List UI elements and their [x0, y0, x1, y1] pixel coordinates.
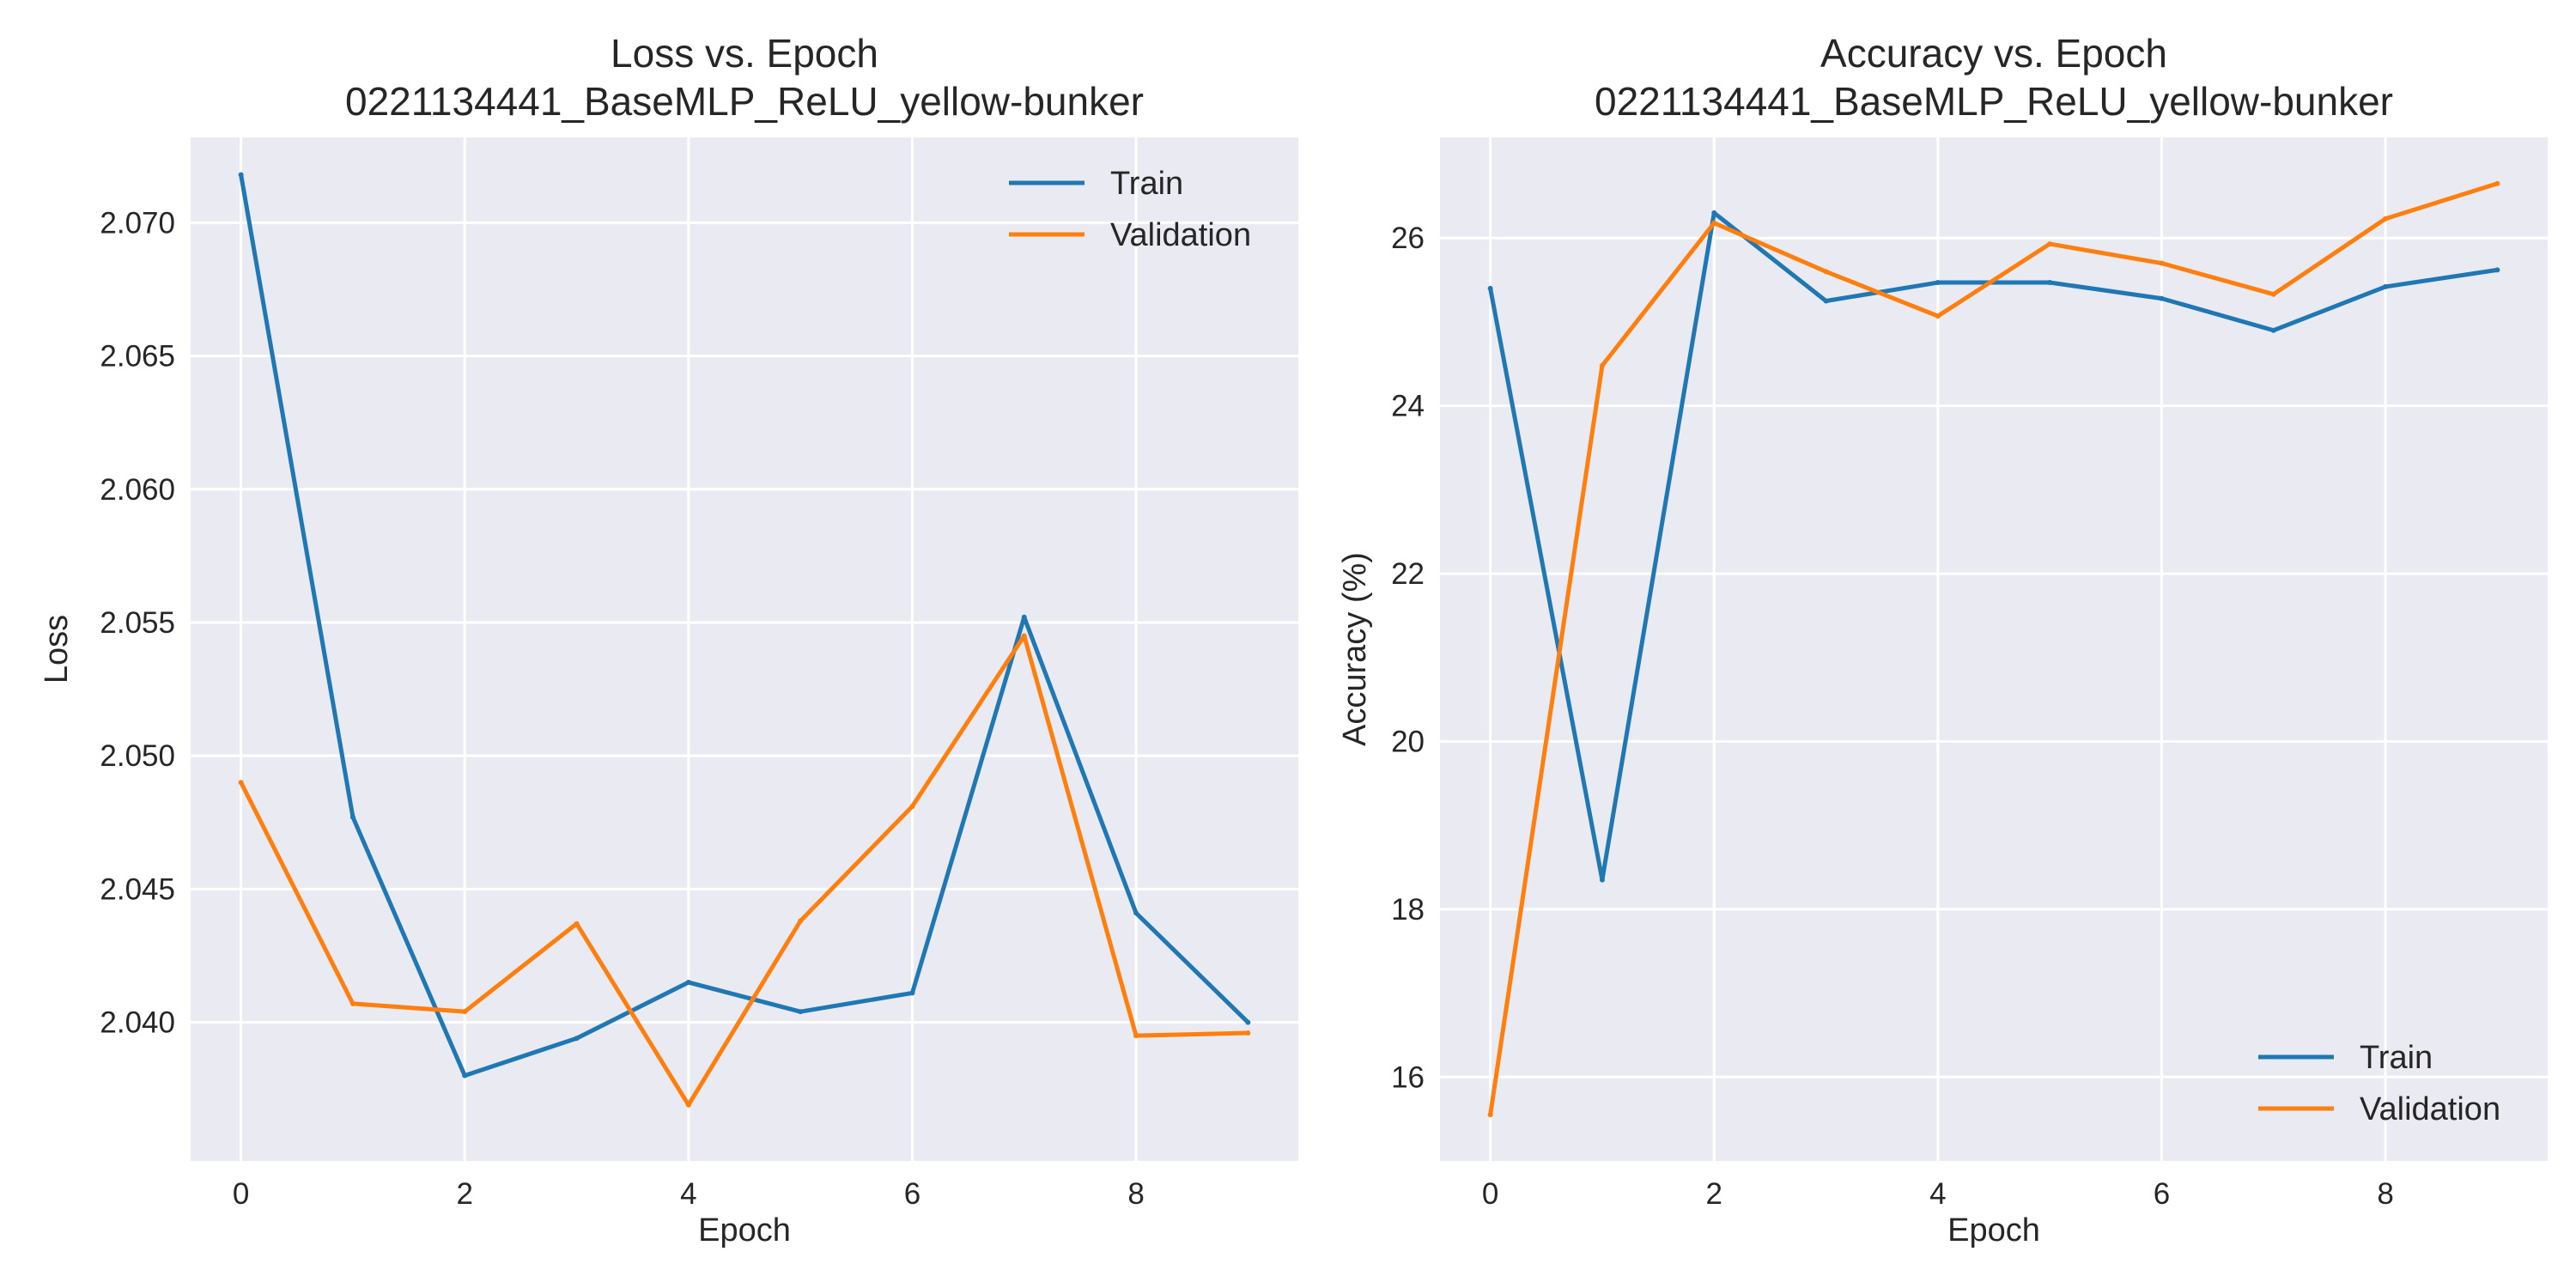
accuracy-x-tick-label: 0	[1482, 1177, 1498, 1211]
accuracy-validation-data-point	[1487, 1112, 1493, 1118]
accuracy-plot-area	[1440, 137, 2548, 1161]
loss-train-data-point	[909, 990, 915, 996]
accuracy-x-tick-label: 8	[2377, 1177, 2393, 1211]
accuracy-validation-data-point	[1823, 269, 1829, 275]
loss-legend-train-label: Train	[1110, 166, 1183, 202]
loss-train-data-point	[238, 172, 244, 178]
loss-x-tick-label: 4	[680, 1177, 696, 1211]
accuracy-legend-validation-label: Validation	[2360, 1091, 2500, 1127]
accuracy-train-data-point	[1599, 877, 1605, 883]
accuracy-train-data-point	[2270, 327, 2276, 333]
accuracy-x-tick-label: 4	[1929, 1177, 1946, 1211]
accuracy-y-axis-label: Accuracy (%)	[1337, 552, 1373, 746]
loss-validation-data-point	[238, 780, 244, 786]
accuracy-train-data-point	[2159, 295, 2165, 301]
accuracy-validation-data-point	[2494, 180, 2500, 186]
loss-x-tick-label: 6	[904, 1177, 920, 1211]
loss-train-data-point	[1021, 614, 1027, 620]
loss-chart: 0 2 4 6 8 2.040 2.045 2.050 2.055 2.060 2.065 2.070…	[39, 31, 1298, 1249]
accuracy-x-axis-label: Epoch	[1947, 1212, 2040, 1249]
accuracy-validation-data-point	[2383, 216, 2389, 222]
loss-y-tick-label: 2.045	[100, 872, 175, 906]
loss-chart-title: Loss vs. Epoch	[611, 31, 878, 76]
accuracy-validation-data-point	[1599, 362, 1605, 368]
loss-validation-data-point	[574, 920, 580, 927]
accuracy-x-tick-label: 2	[1706, 1177, 1722, 1211]
accuracy-y-tick-label: 16	[1391, 1060, 1425, 1094]
accuracy-train-data-point	[1487, 285, 1493, 291]
accuracy-chart-title: Accuracy vs. Epoch	[1820, 31, 2167, 76]
loss-validation-data-point	[909, 804, 915, 810]
loss-x-tick-label: 0	[233, 1177, 249, 1211]
accuracy-train-data-point	[1935, 280, 1941, 286]
accuracy-train-data-point	[2047, 280, 2053, 286]
accuracy-legend-train-label: Train	[2360, 1040, 2433, 1076]
accuracy-y-tick-label: 20	[1391, 725, 1425, 758]
loss-x-axis-label: Epoch	[698, 1212, 791, 1249]
accuracy-validation-series-line	[1488, 181, 2500, 1117]
accuracy-train-data-point	[2383, 283, 2389, 289]
accuracy-train-data-point	[2494, 267, 2500, 273]
accuracy-chart-subtitle: 0221134441_BaseMLP_ReLU_yellow-bunker	[1595, 79, 2393, 124]
loss-y-tick-label: 2.055	[100, 606, 175, 640]
accuracy-train-data-point	[1711, 210, 1717, 216]
accuracy-y-tick-label: 24	[1391, 390, 1425, 423]
loss-train-data-point	[462, 1072, 468, 1078]
loss-validation-data-point	[1245, 1030, 1251, 1036]
loss-validation-data-point	[798, 918, 804, 924]
loss-legend-validation-label: Validation	[1110, 217, 1251, 253]
accuracy-y-tick-label: 18	[1391, 893, 1425, 927]
loss-plot-area	[191, 137, 1298, 1161]
loss-y-axis-label: Loss	[39, 615, 75, 683]
accuracy-y-tick-label: 26	[1391, 222, 1425, 255]
loss-y-tick-label: 2.070	[100, 206, 175, 240]
loss-train-data-point	[798, 1009, 804, 1015]
loss-validation-data-point	[685, 1102, 691, 1108]
accuracy-validation-data-point	[2159, 260, 2165, 266]
loss-validation-data-point	[349, 1000, 355, 1006]
loss-y-tick-label: 2.050	[100, 739, 175, 773]
loss-y-tick-label: 2.065	[100, 340, 175, 374]
loss-train-data-point	[1245, 1019, 1251, 1025]
accuracy-validation-data-point	[1935, 313, 1941, 319]
loss-validation-series-line	[239, 633, 1250, 1108]
loss-validation-data-point	[1021, 633, 1027, 639]
loss-train-series-line	[239, 172, 1250, 1078]
accuracy-validation-data-point	[2047, 241, 2053, 247]
loss-train-data-point	[574, 1036, 580, 1042]
loss-validation-data-point	[462, 1009, 468, 1015]
accuracy-x-tick-label: 6	[2154, 1177, 2170, 1211]
loss-validation-data-point	[1133, 1033, 1139, 1039]
loss-x-tick-label: 8	[1127, 1177, 1144, 1211]
accuracy-validation-data-point	[2270, 291, 2276, 297]
accuracy-y-tick-label: 22	[1391, 557, 1425, 591]
loss-chart-subtitle: 0221134441_BaseMLP_ReLU_yellow-bunker	[345, 79, 1144, 124]
loss-y-tick-label: 2.040	[100, 1006, 175, 1040]
loss-x-tick-label: 2	[457, 1177, 473, 1211]
accuracy-validation-data-point	[1711, 220, 1717, 226]
accuracy-train-data-point	[1823, 298, 1829, 304]
loss-train-data-point	[349, 814, 355, 820]
loss-y-tick-label: 2.060	[100, 473, 175, 507]
loss-train-data-point	[685, 980, 691, 986]
loss-train-data-point	[1133, 910, 1139, 916]
